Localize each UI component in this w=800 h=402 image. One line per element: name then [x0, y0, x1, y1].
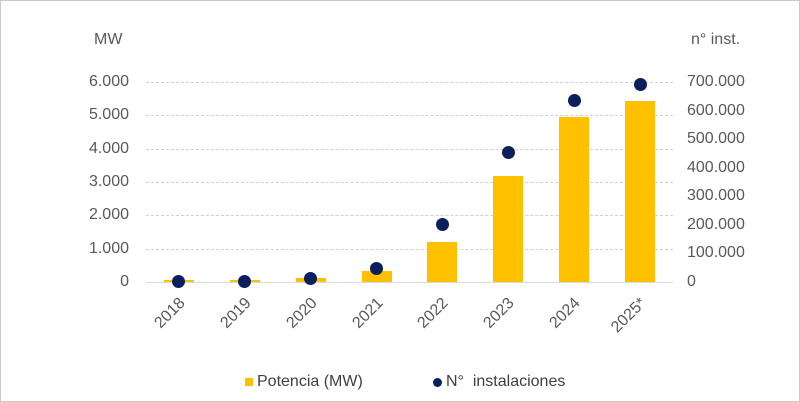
x-axis-line	[146, 282, 673, 283]
bar-potencia	[625, 101, 656, 282]
legend: Potencia (MW) N° instalaciones	[1, 373, 800, 393]
right-axis-title: n° inst.	[691, 31, 741, 48]
dot-instalaciones	[304, 271, 318, 285]
left-axis-tick: 5.000	[88, 106, 129, 124]
legend-item-instalaciones: N° instalaciones	[433, 373, 565, 391]
left-axis-title: MW	[94, 31, 123, 48]
dot-instalaciones	[370, 261, 384, 275]
x-axis-label: 2018	[151, 294, 189, 332]
dot-instalaciones	[238, 274, 252, 288]
left-axis-tick: 3.000	[88, 173, 129, 190]
gridline	[146, 82, 673, 83]
right-axis-tick: 500.000	[687, 130, 745, 148]
left-axis-tick: 2.000	[88, 206, 129, 224]
right-axis-tick: 300.000	[687, 187, 745, 205]
x-axis-label: 2019	[217, 294, 255, 332]
dot-instalaciones	[435, 218, 449, 232]
left-axis-tick: 0	[120, 273, 129, 290]
circle-icon	[433, 377, 442, 387]
x-axis-label: 2020	[283, 294, 321, 332]
dot-instalaciones	[501, 146, 515, 160]
dot-instalaciones	[172, 275, 186, 289]
x-axis-label: 2025*	[608, 294, 650, 337]
bar-potencia	[559, 117, 590, 282]
x-axis-label: 2023	[480, 294, 518, 332]
bar-potencia	[427, 242, 458, 282]
left-axis-tick: 6.000	[88, 73, 129, 90]
gridline	[146, 182, 673, 183]
gridline	[146, 215, 673, 217]
x-axis-label: 2022	[414, 294, 453, 332]
right-axis-tick: 600.000	[687, 101, 745, 119]
x-axis-label: 2021	[349, 294, 387, 332]
legend-label-instalaciones: N° instalaciones	[446, 373, 566, 390]
right-axis-tick: 400.000	[687, 158, 745, 176]
gridline	[146, 115, 673, 117]
left-axis-tick: 1.000	[88, 239, 129, 257]
right-axis-tick: 100.000	[687, 244, 745, 262]
dot-instalaciones	[633, 77, 647, 91]
left-axis-tick: 4.000	[88, 139, 129, 157]
right-axis-tick: 700.000	[687, 73, 745, 90]
gridline	[146, 248, 673, 250]
right-axis-tick: 200.000	[687, 215, 745, 233]
dot-instalaciones	[567, 94, 581, 108]
legend-label-potencia: Potencia (MW)	[257, 373, 363, 390]
x-axis-label: 2024	[546, 294, 584, 332]
gridline	[146, 148, 673, 150]
bar-potencia	[493, 176, 524, 282]
legend-item-potencia: Potencia (MW)	[245, 373, 363, 391]
right-axis-tick: 0	[687, 273, 696, 290]
square-icon	[245, 378, 253, 386]
bar-potencia	[361, 271, 392, 282]
